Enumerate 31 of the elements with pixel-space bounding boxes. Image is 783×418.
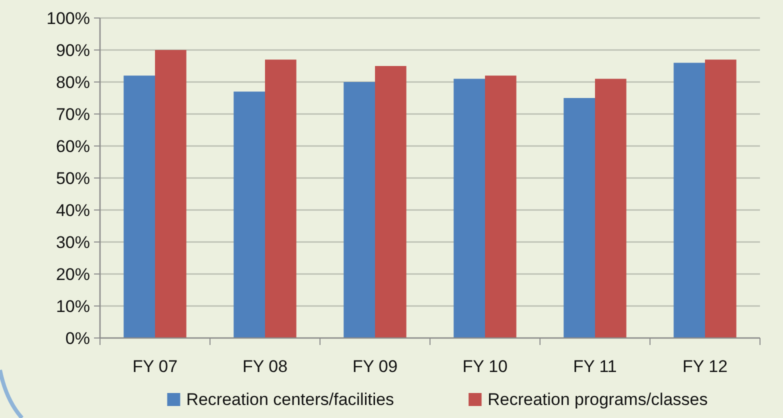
y-tick-label: 40%: [56, 200, 90, 220]
y-tick-label: 80%: [56, 72, 90, 92]
bar: [705, 60, 736, 338]
x-tick-label: FY 07: [132, 357, 178, 376]
y-tick-label: 10%: [56, 296, 90, 316]
bar: [485, 76, 516, 338]
x-tick-label: FY 10: [462, 357, 508, 376]
y-tick-label: 30%: [56, 232, 90, 252]
bar: [674, 62, 705, 338]
x-tick-label: FY 09: [352, 357, 398, 376]
legend-label: Recreation programs/classes: [488, 390, 708, 409]
x-tick-label: FY 08: [242, 357, 288, 376]
bar: [344, 82, 375, 338]
bar: [595, 78, 626, 338]
y-tick-label: 0%: [65, 328, 90, 348]
bar: [265, 60, 296, 338]
y-tick-label: 50%: [56, 168, 90, 188]
y-tick-label: 100%: [46, 8, 90, 28]
y-tick-label: 70%: [56, 104, 90, 124]
x-tick-label: FY 12: [682, 357, 728, 376]
y-tick-label: 60%: [56, 136, 90, 156]
bar: [124, 76, 155, 338]
legend-label: Recreation centers/facilities: [186, 390, 394, 409]
y-tick-label: 90%: [56, 40, 90, 60]
bar: [234, 92, 265, 338]
x-tick-label: FY 11: [573, 357, 617, 376]
bar: [375, 66, 406, 338]
bar: [155, 50, 186, 338]
bar: [454, 78, 485, 338]
y-tick-label: 20%: [56, 264, 90, 284]
bar: [564, 98, 595, 338]
